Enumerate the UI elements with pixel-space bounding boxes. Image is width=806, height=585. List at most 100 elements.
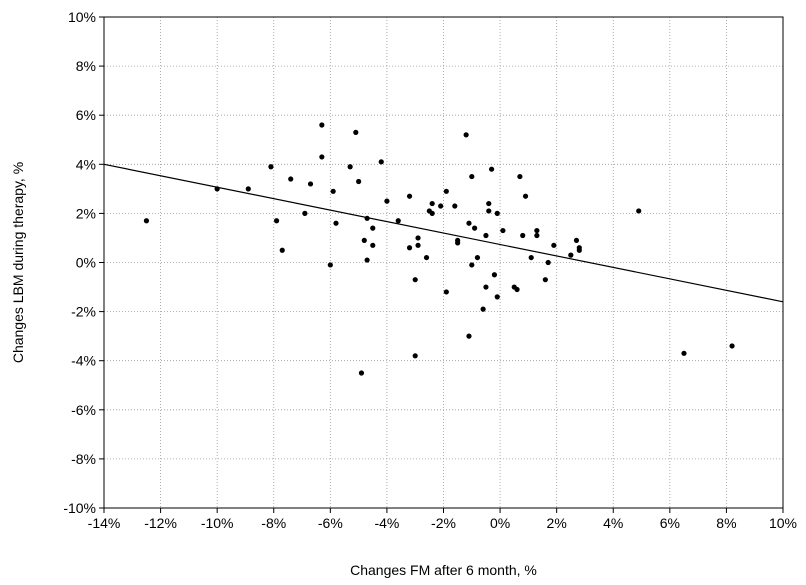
data-point	[576, 247, 582, 253]
data-point	[474, 254, 481, 261]
data-point	[443, 188, 449, 194]
x-tick-label: -4%	[374, 515, 399, 531]
data-point	[330, 188, 336, 194]
data-point	[483, 232, 489, 239]
data-point	[520, 232, 526, 239]
x-tick-label: 0%	[490, 515, 510, 531]
data-point	[279, 247, 285, 253]
data-point	[514, 286, 520, 293]
data-point	[319, 122, 325, 128]
data-point	[361, 237, 367, 244]
data-point	[522, 193, 529, 199]
y-tick-label: 8%	[76, 58, 96, 74]
data-point	[469, 262, 475, 268]
data-point	[534, 227, 540, 234]
data-point	[356, 178, 362, 185]
y-tick-label: -6%	[71, 402, 96, 418]
x-tick-label: 8%	[716, 515, 736, 531]
data-point	[463, 132, 469, 138]
x-tick-label: -8%	[261, 515, 286, 531]
data-point	[412, 277, 418, 283]
data-point	[370, 225, 376, 231]
data-point	[395, 218, 401, 224]
x-axis-ticks: -14% -12% -10% -8% -6% -4% -2% 0% 2% 4% 6% 8% 10%	[88, 508, 797, 531]
data-point	[143, 218, 150, 224]
data-point	[415, 242, 421, 248]
data-point	[353, 129, 359, 135]
x-tick-label: -6%	[318, 515, 343, 531]
data-point	[302, 210, 308, 216]
data-point	[500, 227, 506, 234]
y-tick-label: -10%	[63, 500, 96, 516]
x-axis-title: Changes FM after 6 month, %	[350, 562, 537, 578]
data-point	[378, 159, 384, 165]
data-point	[364, 257, 370, 263]
data-point	[415, 235, 421, 241]
data-point	[245, 186, 251, 192]
data-point	[488, 166, 495, 172]
data-point	[452, 203, 458, 209]
data-point	[268, 164, 274, 170]
data-point	[273, 218, 280, 224]
data-point	[729, 343, 735, 349]
data-point	[534, 232, 540, 239]
y-tick-label: -4%	[71, 353, 96, 369]
data-point	[542, 277, 548, 283]
y-tick-label: 10%	[68, 9, 96, 25]
x-tick-label: 2%	[547, 515, 567, 531]
data-point	[545, 259, 551, 266]
data-point	[486, 208, 492, 214]
data-point	[347, 164, 353, 170]
data-point	[429, 200, 435, 207]
data-point	[214, 186, 220, 192]
y-axis-ticks: -10% -8% -6% -4% -2% 0% 2% 4% 6% 8% 10%	[63, 9, 104, 516]
data-point	[327, 262, 333, 268]
x-tick-label: -2%	[431, 515, 456, 531]
data-point	[472, 225, 478, 231]
data-point	[319, 154, 325, 160]
data-point	[370, 242, 376, 248]
y-tick-label: 4%	[76, 156, 96, 172]
data-point	[412, 353, 418, 359]
data-point	[429, 210, 435, 216]
x-tick-label: 10%	[769, 515, 797, 531]
data-point	[528, 254, 534, 261]
data-point	[480, 306, 486, 312]
data-point	[406, 193, 413, 199]
y-tick-label: 0%	[76, 255, 96, 271]
data-point	[466, 333, 472, 339]
y-tick-label: 2%	[76, 205, 96, 221]
y-tick-label: 6%	[76, 107, 96, 123]
x-tick-label: 6%	[660, 515, 680, 531]
data-point	[486, 200, 492, 207]
data-point	[551, 242, 557, 248]
data-point	[406, 245, 413, 251]
data-point	[333, 220, 339, 226]
data-point	[636, 208, 642, 214]
y-axis-title: Changes LBM during therapy, %	[10, 162, 26, 363]
data-points	[143, 122, 735, 376]
y-tick-label: -8%	[71, 451, 96, 467]
y-tick-label: -2%	[71, 304, 96, 320]
data-point	[466, 220, 472, 226]
x-tick-label: 4%	[603, 515, 623, 531]
data-point	[438, 203, 444, 209]
data-point	[443, 289, 449, 295]
data-point	[288, 176, 294, 182]
data-point	[517, 173, 523, 180]
data-point	[455, 237, 461, 244]
data-point	[384, 198, 390, 204]
x-tick-label: -10%	[201, 515, 234, 531]
data-point	[483, 284, 489, 290]
grid-lines	[104, 17, 783, 508]
data-point	[358, 370, 365, 376]
x-tick-label: -14%	[88, 515, 121, 531]
data-point	[307, 181, 314, 187]
data-point	[494, 210, 500, 216]
data-point	[423, 254, 430, 261]
data-point	[491, 272, 498, 278]
data-point	[469, 173, 475, 180]
x-tick-label: -12%	[144, 515, 177, 531]
data-point	[573, 237, 580, 244]
